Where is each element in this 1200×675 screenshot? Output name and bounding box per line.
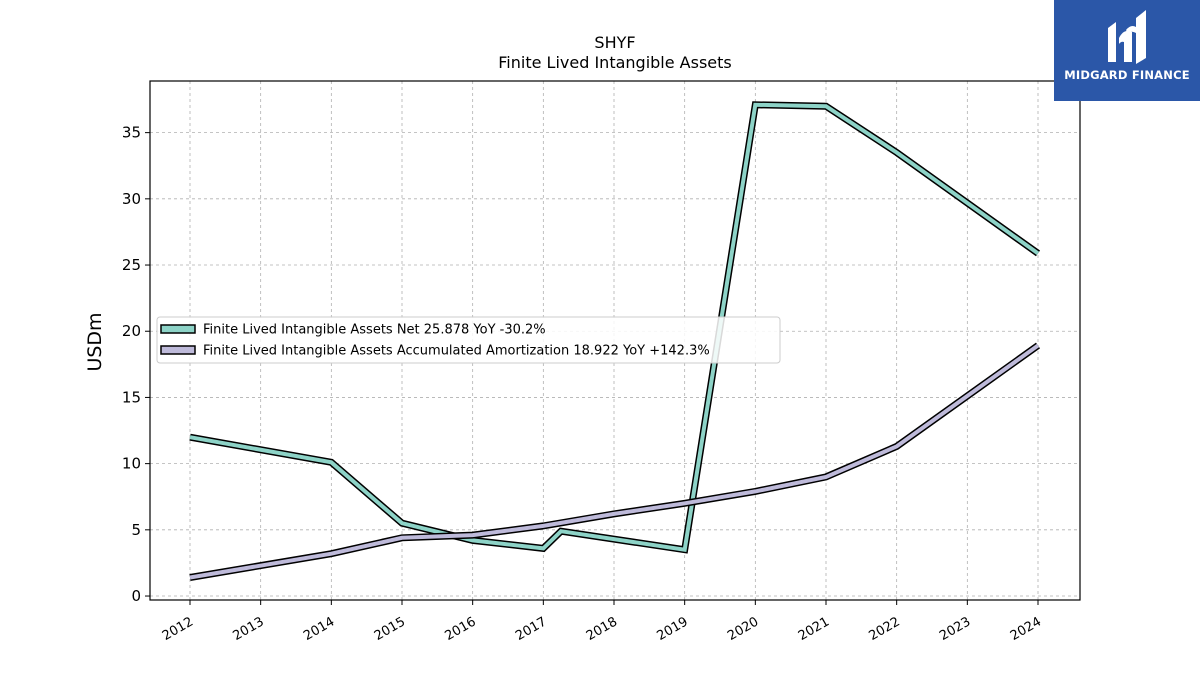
chart-subtitle: Finite Lived Intangible Assets [498, 53, 731, 72]
y-tick-label: 0 [131, 587, 141, 605]
x-tick-label: 2013 [231, 614, 267, 644]
x-tick-label: 2022 [867, 614, 903, 644]
x-tick-label: 2014 [301, 614, 337, 644]
logo-text: MIDGARD FINANCE [1064, 68, 1190, 82]
legend-label: Finite Lived Intangible Assets Net 25.87… [203, 323, 546, 338]
x-tick-label: 2017 [513, 614, 549, 644]
legend: Finite Lived Intangible Assets Net 25.87… [156, 316, 781, 364]
y-tick-label: 25 [122, 256, 141, 274]
x-tick-label: 2019 [655, 614, 691, 644]
chart-title: SHYF [594, 33, 635, 52]
y-tick-label: 10 [122, 455, 141, 473]
y-tick-label: 15 [122, 388, 141, 406]
x-tick-label: 2018 [584, 614, 620, 644]
brand-logo: MIDGARD FINANCE [1054, 0, 1200, 101]
series-2 [189, 342, 1041, 581]
plot-frame [149, 80, 1081, 601]
x-tick-label: 2016 [443, 614, 479, 644]
legend-label: Finite Lived Intangible Assets Accumulat… [203, 344, 710, 359]
x-tick-label: 2024 [1008, 614, 1044, 644]
midgard-logo-icon [1108, 10, 1146, 64]
y-tick-label: 5 [131, 521, 141, 539]
x-tick-label: 2015 [372, 614, 408, 644]
grid [150, 81, 1080, 600]
legend-box [156, 316, 781, 364]
series-2-line [189, 343, 1040, 580]
legend-swatch [160, 324, 196, 334]
y-tick-label: 20 [122, 322, 141, 340]
x-tick-label: 2023 [937, 614, 973, 644]
y-tick-label: 35 [122, 124, 141, 142]
x-tick-label: 2020 [725, 614, 761, 644]
series-1-line [189, 102, 1040, 552]
series-lines [189, 101, 1041, 581]
y-tick-label: 30 [122, 190, 141, 208]
series-1 [189, 101, 1041, 554]
legend-swatch [160, 345, 196, 355]
x-tick-label: 2021 [796, 614, 832, 644]
y-axis-label: USDm [84, 312, 106, 371]
x-tick-label: 2012 [160, 614, 196, 644]
